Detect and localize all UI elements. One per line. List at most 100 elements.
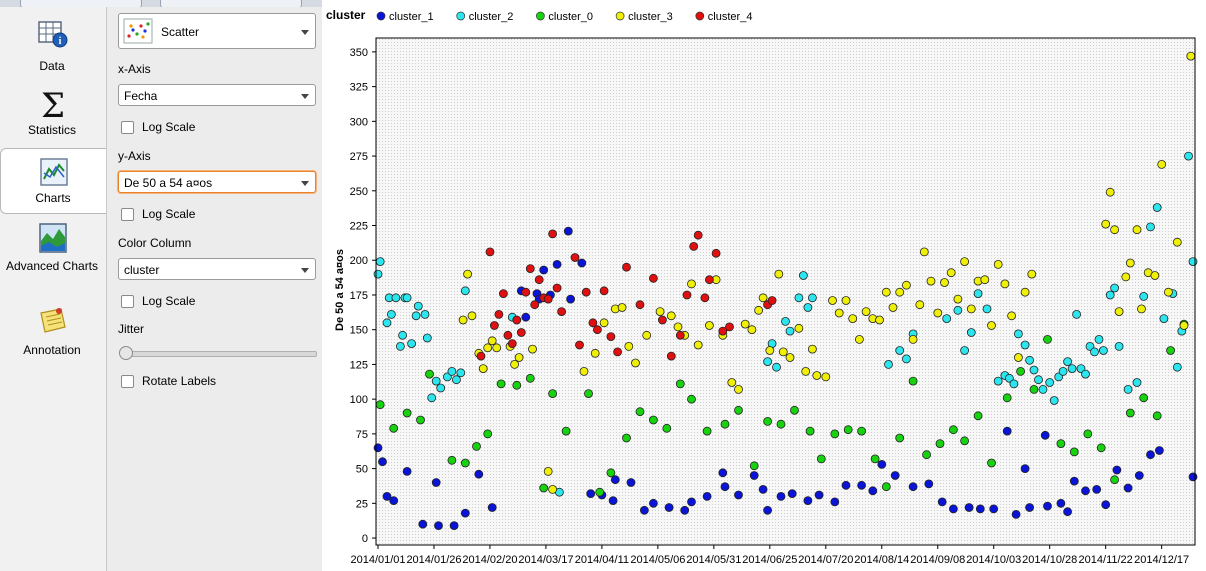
data-point: [463, 269, 473, 279]
y-tick-label: 225: [350, 221, 368, 233]
y-tick-label: 175: [350, 290, 368, 302]
data-point: [693, 340, 703, 350]
data-point: [718, 468, 728, 478]
data-point: [416, 415, 425, 425]
data-point: [774, 269, 784, 279]
y-tick-label: 0: [362, 533, 368, 545]
checkbox-box[interactable]: [121, 295, 134, 308]
data-point: [1092, 484, 1102, 494]
data-point: [1049, 396, 1059, 405]
data-point: [942, 314, 952, 324]
x-axis-select[interactable]: Fecha: [118, 84, 316, 106]
chevron-down-icon: [301, 181, 309, 186]
y-tick-label: 125: [350, 359, 368, 371]
data-point: [624, 341, 634, 351]
x-tick-label: 2014/01/01: [350, 554, 405, 566]
x-tick-label: 2014/06/25: [742, 554, 797, 566]
y-axis-label: y-Axis: [118, 149, 151, 163]
data-point: [1139, 291, 1149, 301]
data-point: [702, 426, 712, 436]
data-point: [922, 450, 931, 460]
data-point: [973, 411, 983, 421]
chart-type-value: Scatter: [161, 25, 200, 39]
data-point: [431, 478, 441, 487]
legend-title: cluster: [326, 8, 366, 22]
data-point: [483, 343, 493, 353]
data-point: [608, 496, 618, 506]
window-tab-strip: [0, 0, 330, 7]
nav-label: Statistics: [27, 123, 76, 137]
y-axis-select[interactable]: De 50 a 54 a¤os: [118, 171, 316, 193]
chart-type-select[interactable]: Scatter: [118, 13, 316, 49]
data-point: [734, 405, 743, 415]
data-point: [1184, 151, 1193, 161]
data-point: [599, 318, 609, 328]
data-point: [427, 393, 437, 403]
data-point: [919, 247, 929, 257]
data-point: [940, 278, 949, 287]
y-tick-label: 275: [350, 151, 368, 163]
checkbox-box[interactable]: [121, 375, 134, 388]
data-point: [1094, 334, 1104, 344]
data-point: [1009, 379, 1019, 389]
data-point: [881, 482, 891, 492]
data-point: [1110, 475, 1119, 485]
checkbox-box[interactable]: [121, 208, 134, 221]
data-point: [539, 265, 549, 275]
data-point: [1067, 364, 1077, 374]
data-point: [467, 311, 477, 321]
nav-item-statistics[interactable]: Σ Statistics: [0, 81, 104, 147]
jitter-slider-track[interactable]: [122, 351, 317, 357]
data-point: [1083, 429, 1093, 439]
data-point: [908, 482, 918, 492]
data-point: [895, 287, 905, 297]
data-point: [1090, 347, 1099, 357]
data-point: [960, 346, 969, 355]
data-point: [584, 389, 593, 399]
data-point: [662, 423, 672, 433]
y-tick-label: 325: [350, 82, 368, 94]
data-point: [1007, 311, 1016, 321]
x-tick-label: 2014/02/20: [462, 554, 517, 566]
nav-item-annotation[interactable]: Annotation: [0, 297, 104, 363]
data-point: [375, 257, 385, 267]
window-tab[interactable]: [20, 0, 142, 7]
nav-item-advanced-charts[interactable]: Advanced Charts: [0, 215, 104, 295]
data-point: [447, 455, 457, 465]
data-point: [749, 461, 759, 471]
data-point: [548, 389, 558, 399]
data-point: [666, 311, 676, 321]
data-point: [1056, 439, 1066, 449]
data-point: [763, 505, 773, 515]
data-point: [1188, 472, 1198, 482]
data-point: [1125, 258, 1135, 268]
svg-text:i: i: [59, 36, 62, 47]
y-tick-label: 50: [356, 464, 368, 476]
data-point: [727, 378, 737, 387]
data-point: [648, 498, 658, 508]
legend-marker: [456, 11, 466, 21]
data-point: [740, 319, 750, 329]
data-point: [946, 268, 956, 278]
jitter-slider-thumb[interactable]: [119, 346, 133, 360]
data-point: [447, 366, 457, 376]
data-point: [496, 379, 506, 389]
data-point: [1069, 447, 1079, 457]
legend-label: cluster_2: [469, 11, 514, 23]
data-point: [734, 490, 743, 500]
data-point: [581, 287, 591, 297]
data-point: [857, 426, 866, 436]
nav-item-charts[interactable]: Charts: [0, 148, 106, 214]
data-point: [763, 416, 773, 426]
nav-item-data[interactable]: i Data: [0, 11, 104, 77]
data-point: [687, 279, 696, 289]
data-point: [1123, 483, 1133, 493]
color-column-select[interactable]: cluster: [118, 258, 316, 280]
window-tab[interactable]: [160, 0, 302, 7]
checkbox-box[interactable]: [121, 121, 134, 134]
data-point: [631, 358, 640, 368]
svg-text:Σ: Σ: [41, 89, 65, 119]
data-point: [1063, 507, 1072, 517]
data-point: [422, 333, 432, 343]
data-point: [1029, 365, 1039, 375]
